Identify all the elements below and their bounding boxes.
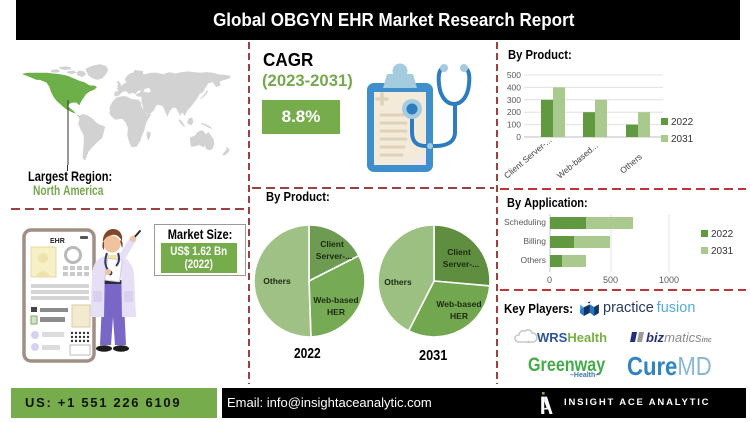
svg-text:EHR: EHR [50, 238, 65, 245]
svg-text:Web-based: Web-based [436, 299, 481, 309]
svg-text:Web-based...: Web-based... [555, 140, 600, 180]
svg-text:Others: Others [384, 277, 412, 287]
svg-text:1000: 1000 [659, 275, 679, 285]
svg-text:Billing: Billing [523, 236, 546, 246]
svg-text:400: 400 [507, 82, 521, 92]
svg-text:300: 300 [507, 95, 521, 105]
svg-text:HER: HER [327, 307, 345, 317]
svg-text:Others: Others [263, 276, 291, 286]
svg-text:500: 500 [603, 275, 618, 285]
svg-text:Server-...: Server-... [316, 251, 352, 261]
svg-text:500: 500 [507, 70, 521, 80]
svg-text:2022: 2022 [711, 229, 734, 240]
svg-text:Client: Client [447, 247, 471, 257]
svg-text:0: 0 [547, 275, 552, 285]
svg-text:2022: 2022 [671, 117, 694, 128]
svg-text:0: 0 [516, 132, 521, 142]
svg-text:Web-based: Web-based [313, 295, 358, 305]
svg-text:Others: Others [618, 151, 644, 175]
svg-text:100: 100 [507, 120, 521, 130]
svg-text:2031: 2031 [711, 246, 734, 257]
svg-text:200: 200 [507, 107, 521, 117]
svg-text:Client: Client [320, 239, 344, 249]
svg-text:Scheduling: Scheduling [504, 217, 546, 227]
svg-text:Others: Others [520, 255, 546, 265]
svg-text:Client Server-...: Client Server-... [502, 135, 554, 181]
svg-text:HER: HER [450, 311, 468, 321]
svg-text:2031: 2031 [671, 134, 694, 145]
svg-text:Server-...: Server-... [443, 259, 479, 269]
